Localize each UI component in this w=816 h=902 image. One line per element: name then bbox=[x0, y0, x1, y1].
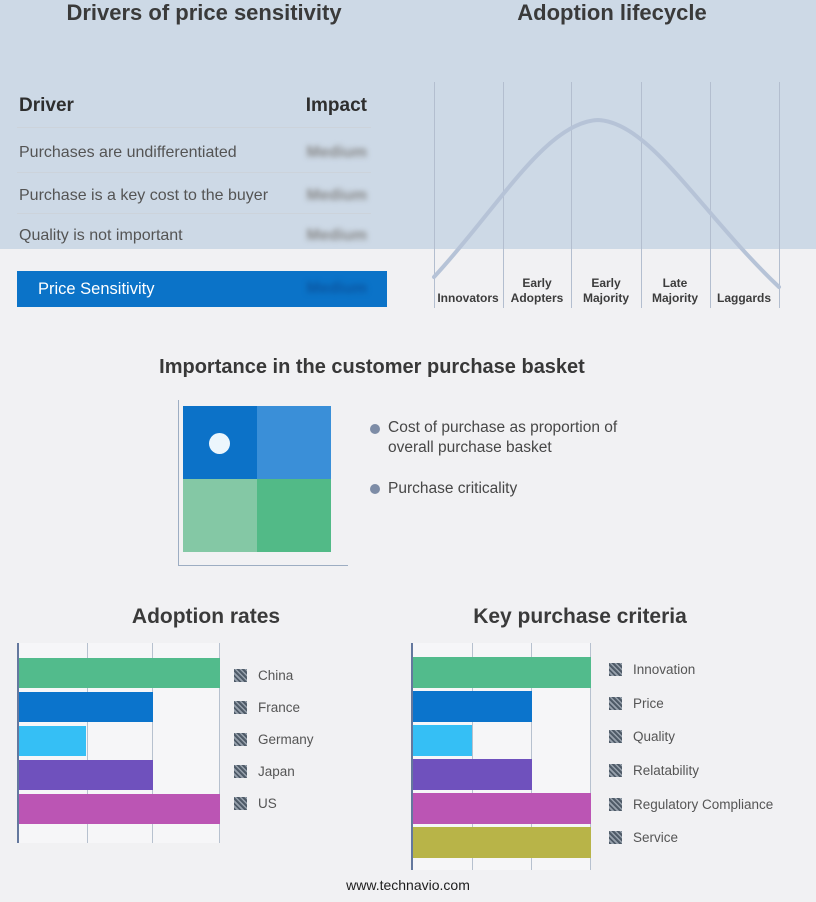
bar-regulatory-compliance bbox=[413, 793, 591, 824]
stage-label-late-majority: Late Majority bbox=[651, 276, 698, 305]
stage-label-early-adopters: Early Adopters bbox=[510, 276, 564, 305]
table-row-driver: Purchases are undifferentiated bbox=[19, 144, 237, 161]
drivers-panel-title: Drivers of price sensitivity bbox=[66, 0, 342, 25]
adoption-rates-bars bbox=[19, 643, 220, 843]
price-sensitivity-highlight-row: Price Sensitivity Medium bbox=[17, 271, 387, 307]
table-row-driver: Quality is not important bbox=[19, 227, 183, 244]
bell-curve bbox=[432, 117, 781, 289]
bar-france bbox=[19, 692, 153, 722]
bullet-icon bbox=[370, 424, 380, 434]
hatched-swatch-icon bbox=[609, 764, 622, 778]
adoption-rates-axis bbox=[17, 643, 19, 843]
table-divider bbox=[17, 127, 371, 128]
legend-label: Japan bbox=[258, 763, 295, 779]
legend-item-china: China bbox=[234, 659, 314, 691]
bar-service bbox=[413, 827, 591, 858]
bullet-icon bbox=[370, 484, 380, 494]
adoption-rates-title: Adoption rates bbox=[131, 605, 281, 628]
hatched-swatch-icon bbox=[234, 764, 247, 778]
gridline bbox=[219, 643, 220, 843]
matrix-x-axis bbox=[178, 565, 348, 566]
hatched-swatch-icon bbox=[234, 668, 247, 682]
position-marker-dot bbox=[209, 433, 230, 454]
adoption-lifecycle-chart bbox=[432, 82, 781, 308]
table-divider bbox=[17, 172, 371, 173]
hatched-swatch-icon bbox=[609, 730, 622, 744]
legend-label: France bbox=[258, 699, 301, 715]
table-row-driver: Purchase is a key cost to the buyer bbox=[19, 187, 269, 204]
hatched-swatch-icon bbox=[234, 700, 247, 714]
bar-price bbox=[413, 691, 532, 722]
legend-item-us: US bbox=[234, 787, 314, 819]
bar-japan bbox=[19, 760, 153, 790]
legend-label: US bbox=[258, 795, 277, 811]
table-row-impact-redacted: Medium bbox=[306, 187, 367, 204]
bar-us bbox=[19, 794, 220, 824]
legend-label: Regulatory Compliance bbox=[633, 796, 774, 812]
matrix-cell-bottom-right bbox=[257, 479, 331, 552]
legend-item-quality: Quality bbox=[609, 720, 773, 754]
legend-item-service: Service bbox=[609, 821, 773, 855]
gridline bbox=[590, 643, 591, 870]
purchase-basket-matrix bbox=[183, 406, 331, 552]
table-row-impact-redacted: Medium bbox=[306, 227, 367, 244]
key-criteria-bars bbox=[413, 643, 591, 870]
legend-label: Relatability bbox=[633, 763, 700, 779]
bullet-cost-of-purchase: Cost of purchase as proportion of overal… bbox=[388, 419, 618, 456]
legend-item-france: France bbox=[234, 691, 314, 723]
gridline bbox=[472, 643, 473, 870]
bar-relatability bbox=[413, 759, 532, 790]
legend-item-regulatory-compliance: Regulatory Compliance bbox=[609, 787, 773, 821]
bar-china bbox=[19, 658, 220, 688]
gridline bbox=[531, 643, 532, 870]
key-purchase-criteria-title: Key purchase criteria bbox=[473, 605, 687, 628]
legend-label: Price bbox=[633, 695, 664, 711]
hatched-swatch-icon bbox=[234, 796, 247, 810]
hatched-swatch-icon bbox=[609, 797, 622, 811]
legend-label: Quality bbox=[633, 729, 676, 745]
hatched-swatch-icon bbox=[609, 696, 622, 710]
matrix-cell-top-right bbox=[257, 406, 331, 479]
gridline bbox=[152, 643, 153, 843]
legend-item-price: Price bbox=[609, 687, 773, 721]
stage-label-early-majority: Early Majority bbox=[582, 276, 629, 305]
matrix-cell-bottom-left bbox=[183, 479, 257, 552]
table-divider bbox=[17, 213, 371, 214]
stage-label-laggards: Laggards bbox=[716, 291, 771, 305]
price-sensitivity-impact-redacted: Medium bbox=[306, 280, 367, 297]
matrix-y-axis bbox=[178, 400, 179, 566]
purchase-basket-band bbox=[0, 0, 816, 249]
bullet-purchase-criticality: Purchase criticality bbox=[388, 480, 518, 497]
key-criteria-legend: Innovation Price Quality Relatability Re… bbox=[609, 653, 773, 855]
hatched-swatch-icon bbox=[609, 663, 622, 677]
legend-item-innovation: Innovation bbox=[609, 653, 773, 687]
website-url: www.technavio.com bbox=[346, 877, 470, 893]
impact-column-header: Impact bbox=[305, 95, 367, 116]
bar-quality bbox=[413, 725, 473, 756]
key-criteria-axis bbox=[411, 643, 413, 870]
bar-germany bbox=[19, 726, 86, 756]
hatched-swatch-icon bbox=[234, 732, 247, 746]
legend-label: Germany bbox=[258, 731, 314, 747]
hatched-swatch-icon bbox=[609, 831, 622, 845]
basket-section-title: Importance in the customer purchase bask… bbox=[159, 356, 585, 378]
lifecycle-panel-title: Adoption lifecycle bbox=[517, 0, 707, 25]
legend-item-japan: Japan bbox=[234, 755, 314, 787]
legend-item-relatability: Relatability bbox=[609, 754, 773, 788]
legend-label: China bbox=[258, 667, 294, 683]
stage-label-innovators: Innovators bbox=[437, 291, 499, 305]
legend-item-germany: Germany bbox=[234, 723, 314, 755]
legend-label: Service bbox=[633, 830, 679, 846]
bar-innovation bbox=[413, 657, 591, 688]
price-sensitivity-label: Price Sensitivity bbox=[38, 279, 155, 298]
legend-label: Innovation bbox=[633, 662, 696, 678]
gridline bbox=[87, 643, 88, 843]
driver-column-header: Driver bbox=[19, 95, 74, 116]
table-row-impact-redacted: Medium bbox=[306, 144, 367, 161]
adoption-rates-legend: China France Germany Japan US bbox=[234, 659, 314, 819]
